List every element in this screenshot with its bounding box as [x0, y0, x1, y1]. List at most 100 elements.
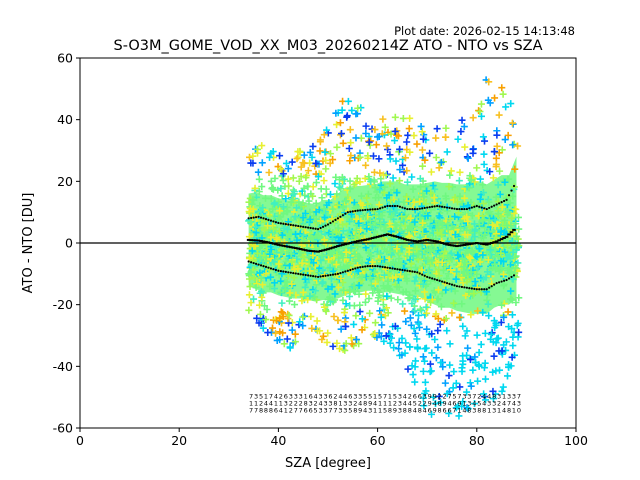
mean-point	[422, 239, 427, 242]
lower-sigma-point	[443, 281, 446, 284]
scatter-point	[324, 285, 332, 293]
mean-point	[370, 237, 375, 240]
scatter-point	[418, 128, 426, 136]
scatter-point	[435, 392, 443, 400]
mean-point	[301, 248, 305, 251]
count-label: 4	[433, 399, 437, 407]
mean-point	[447, 243, 452, 246]
upper-sigma-point	[413, 207, 416, 211]
count-label: 3	[467, 393, 471, 401]
scatter-point	[432, 154, 440, 162]
scatter-point	[256, 289, 264, 297]
scatter-point	[355, 219, 363, 227]
scatter-point	[266, 250, 274, 258]
lower-sigma-point	[438, 279, 441, 282]
lower-sigma-point	[411, 270, 414, 273]
lower-sigma-point	[272, 268, 275, 271]
scatter-point	[411, 218, 419, 226]
scatter-point	[495, 149, 503, 157]
lower-sigma-point	[309, 274, 312, 277]
scatter-point	[340, 286, 348, 294]
scatter-point	[258, 142, 266, 150]
scatter-point	[460, 123, 468, 131]
mean-point	[368, 237, 372, 240]
scatter-point	[326, 264, 334, 272]
scatter-point	[437, 359, 445, 367]
count-label: 3	[398, 406, 402, 414]
scatter-point	[499, 90, 507, 98]
scatter-point	[352, 227, 360, 235]
upper-sigma-point	[274, 221, 278, 224]
scatter-point	[501, 216, 509, 224]
upper-sigma-point	[309, 226, 312, 230]
scatter-point	[321, 271, 329, 279]
upper-sigma-point	[448, 206, 451, 210]
upper-sigma-point	[495, 203, 498, 206]
scatter-point	[347, 152, 355, 160]
scatter-point	[254, 149, 262, 157]
plot-date: Plot date: 2026-02-15 14:13:48	[394, 24, 575, 38]
scatter-point	[427, 168, 435, 176]
scatter-point	[507, 222, 515, 230]
count-label: 6	[428, 406, 432, 414]
scatter-point	[505, 175, 513, 183]
upper-sigma-point	[423, 206, 426, 210]
lower-sigma-point	[403, 269, 406, 272]
scatter-point	[419, 280, 427, 288]
scatter-point	[301, 283, 309, 291]
mean-point	[507, 233, 511, 236]
count-label: 9	[433, 406, 437, 414]
count-label: 3	[289, 393, 293, 401]
scatter-point	[458, 300, 466, 308]
scatter-point	[434, 315, 442, 323]
count-label: 4	[502, 406, 506, 414]
lower-sigma-point	[512, 274, 516, 277]
scatter-point	[447, 266, 455, 274]
scatter-point	[421, 288, 429, 296]
lower-sigma-point	[386, 266, 389, 269]
scatter-point	[456, 192, 464, 200]
scatter-point	[320, 177, 328, 185]
upper-sigma-point	[374, 208, 377, 211]
scatter-point	[508, 325, 516, 333]
scatter-point	[245, 306, 253, 314]
mean-point	[403, 238, 407, 241]
upper-sigma-point	[388, 204, 392, 208]
scatter-point	[279, 313, 287, 321]
scatter-point	[376, 186, 384, 194]
scatter-point	[322, 165, 330, 173]
scatter-point	[327, 150, 335, 158]
scatter-point	[346, 254, 354, 262]
upper-sigma-point	[346, 211, 349, 214]
mean-point	[271, 242, 276, 245]
scatter-point	[422, 200, 430, 208]
scatter-point	[319, 253, 327, 261]
upper-sigma-point	[299, 225, 302, 228]
scatter-point	[325, 255, 333, 263]
scatter-point	[376, 307, 384, 315]
scatter-point	[475, 245, 483, 253]
scatter-point	[365, 295, 373, 303]
scatter-point	[469, 366, 477, 374]
scatter-point	[479, 200, 487, 208]
scatter-point	[484, 300, 492, 308]
scatter-point	[456, 383, 464, 391]
scatter-point	[421, 357, 429, 365]
count-label: 7	[383, 393, 387, 401]
count-label: 4	[314, 393, 318, 401]
scatter-point	[493, 131, 501, 139]
scatter-point	[330, 313, 338, 321]
count-label: 8	[507, 406, 511, 414]
count-label: 8	[408, 406, 412, 414]
lower-sigma-point	[364, 265, 367, 268]
scatter-point	[344, 230, 352, 238]
lower-sigma-point	[505, 278, 508, 282]
count-label: 8	[438, 399, 442, 407]
scatter-point	[286, 262, 294, 270]
count-label: 8	[492, 393, 496, 401]
count-label: 1	[457, 406, 461, 414]
lower-sigma-point	[376, 265, 379, 268]
scatter-point	[413, 245, 421, 253]
lower-sigma-point	[426, 275, 429, 279]
scatter-point	[411, 307, 419, 315]
